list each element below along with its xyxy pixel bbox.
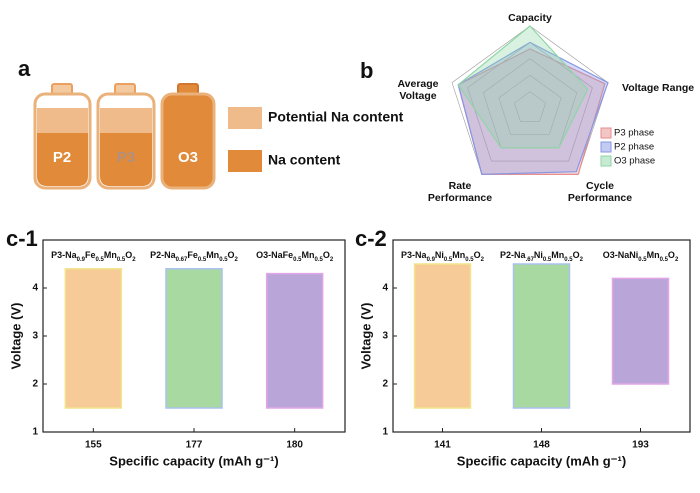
y-axis-title: Voltage (V) bbox=[8, 303, 23, 370]
grid-ring bbox=[514, 91, 546, 122]
bar bbox=[165, 268, 223, 409]
axis-label: Average bbox=[397, 78, 438, 90]
bar-label: P2-Na0.67Fe0.5Mn0.5O2 bbox=[150, 250, 238, 262]
y-tick-label: 3 bbox=[32, 331, 38, 342]
legend-swatch bbox=[228, 150, 262, 172]
legend-label: P3 phase bbox=[614, 128, 654, 139]
bar-label: P3-Na0.9Fe0.5Mn0.5O2 bbox=[51, 250, 136, 262]
axis-label: Voltage bbox=[399, 90, 436, 102]
y-tick-label: 3 bbox=[382, 331, 388, 342]
battery-label: P2 bbox=[53, 149, 71, 166]
axis-label: Performance bbox=[568, 192, 632, 204]
y-tick-label: 4 bbox=[32, 283, 38, 294]
grid-ring bbox=[498, 74, 562, 135]
battery-label: P3 bbox=[117, 149, 135, 166]
legend-label: Na content bbox=[268, 152, 341, 168]
bar bbox=[413, 263, 472, 409]
bar-label: P2-Na.67Ni0.5Mn0.5O2 bbox=[500, 250, 584, 262]
battery bbox=[33, 83, 92, 190]
legend-swatch bbox=[228, 107, 262, 129]
panel-label: b bbox=[360, 58, 373, 83]
radar-area bbox=[457, 41, 609, 175]
axis-label: Rate bbox=[449, 180, 472, 192]
y-axis-title: Voltage (V) bbox=[358, 303, 373, 370]
y-tick-label: 4 bbox=[382, 283, 388, 294]
axis-label: Cycle bbox=[586, 180, 614, 192]
bar bbox=[265, 272, 324, 409]
x-tick-label: 180 bbox=[286, 440, 303, 451]
legend-label: O3 phase bbox=[614, 156, 655, 167]
bar bbox=[64, 268, 123, 409]
legend-swatch bbox=[600, 141, 612, 153]
bar-label: P3-Na0.9Ni0.5Mn0.5O2 bbox=[401, 250, 485, 262]
legend-swatch bbox=[600, 155, 612, 167]
bar bbox=[611, 277, 670, 385]
bar-label: O3-NaNi0.5Mn0.5O2 bbox=[603, 250, 679, 262]
x-tick-label: 141 bbox=[434, 440, 451, 451]
x-tick-label: 193 bbox=[632, 440, 649, 451]
battery-label: O3 bbox=[178, 149, 198, 166]
y-tick-label: 1 bbox=[382, 427, 388, 438]
x-axis-title: Specific capacity (mAh g⁻¹) bbox=[109, 453, 278, 468]
bar bbox=[512, 263, 571, 409]
battery-schematic: P2 P3 O3 Potential Na content Na content bbox=[33, 83, 404, 190]
x-tick-label: 148 bbox=[533, 440, 550, 451]
axis-label: Performance bbox=[428, 192, 492, 204]
battery bbox=[160, 83, 216, 190]
y-tick-label: 2 bbox=[382, 379, 388, 390]
panel-label: c-1 bbox=[6, 226, 38, 251]
panel-label: c-2 bbox=[355, 226, 387, 251]
y-tick-label: 2 bbox=[32, 379, 38, 390]
legend-label: Potential Na content bbox=[268, 109, 404, 125]
x-axis-title: Specific capacity (mAh g⁻¹) bbox=[457, 453, 626, 468]
grid-ring bbox=[467, 42, 593, 162]
x-tick-label: 177 bbox=[186, 440, 203, 451]
legend-label: P2 phase bbox=[614, 142, 654, 153]
x-tick-label: 155 bbox=[85, 440, 102, 451]
bar-label: O3-NaFe0.5Mn0.5O2 bbox=[256, 250, 334, 262]
axis-label: Capacity bbox=[508, 12, 552, 24]
y-tick-label: 1 bbox=[32, 427, 38, 438]
axis-label: Voltage Range bbox=[622, 82, 694, 94]
radar-area bbox=[457, 25, 589, 149]
battery bbox=[96, 83, 156, 190]
legend-swatch bbox=[600, 127, 612, 139]
radar-area bbox=[457, 48, 606, 175]
panel-label: a bbox=[18, 56, 31, 81]
